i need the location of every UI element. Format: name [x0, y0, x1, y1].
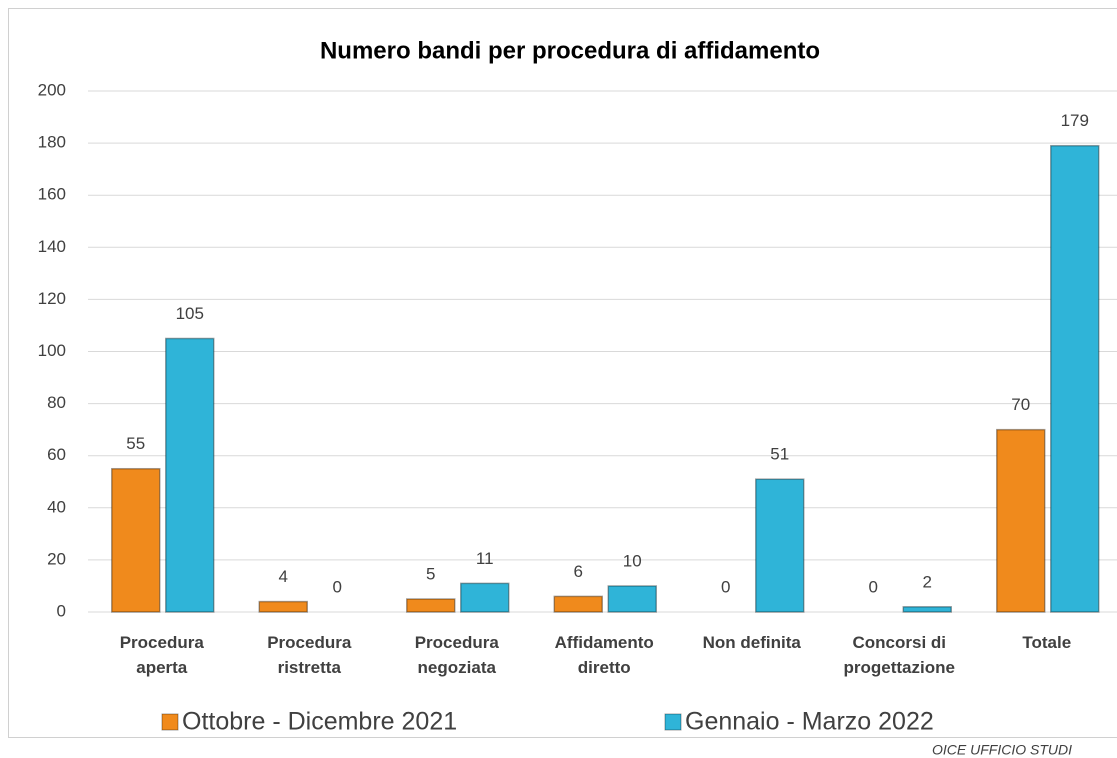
bar [553, 595, 603, 613]
x-tick-label: Affidamento diretto [554, 633, 654, 677]
data-label: 0 [721, 577, 730, 596]
y-tick-label: 40 [47, 497, 66, 516]
x-tick-label: Totale [1022, 633, 1072, 652]
chart-title: Numero bandi per procedura di affidament… [320, 37, 820, 64]
data-label: 105 [176, 304, 204, 323]
y-tick-label: 180 [38, 133, 66, 152]
y-tick-label: 140 [38, 237, 66, 256]
legend-swatch [664, 713, 682, 731]
data-label: 11 [476, 549, 494, 568]
legend-label: Gennaio - Marzo 2022 [685, 708, 934, 736]
data-label: 51 [770, 445, 789, 464]
y-tick-label: 120 [38, 289, 66, 308]
data-label: 0 [869, 577, 878, 596]
x-tick-label: Procedura ristretta [267, 633, 352, 677]
x-tick-label: Procedura aperta [119, 633, 204, 677]
data-label: 2 [923, 572, 932, 591]
bar [1050, 144, 1100, 613]
legend-swatch [161, 713, 179, 731]
bar [165, 337, 215, 613]
y-tick-label: 200 [38, 80, 66, 99]
bar [111, 467, 161, 613]
bar [607, 585, 657, 613]
data-label: 55 [126, 434, 145, 453]
source-note: OICE UFFICIO STUDI [932, 742, 1072, 758]
chart-frame [8, 8, 1117, 738]
y-tick-label: 100 [38, 341, 66, 360]
bar [902, 606, 952, 613]
legend-label: Ottobre - Dicembre 2021 [182, 708, 457, 736]
x-tick-label: Procedura negoziata [414, 633, 499, 677]
bar [460, 582, 510, 613]
x-tick-label: Non definita [702, 633, 801, 652]
y-tick-label: 0 [57, 601, 66, 620]
data-label: 179 [1061, 111, 1089, 130]
y-tick-label: 80 [47, 393, 66, 412]
data-label: 5 [426, 564, 435, 583]
y-tick-label: 20 [47, 549, 66, 568]
bar [755, 478, 805, 613]
data-label: 10 [623, 551, 642, 570]
data-label: 4 [279, 567, 288, 586]
bar [406, 598, 456, 613]
bar [258, 600, 308, 613]
bar [996, 428, 1046, 613]
y-tick-label: 60 [47, 445, 66, 464]
data-label: 0 [333, 577, 342, 596]
x-tick-label: Concorsi di progettazione [843, 633, 955, 677]
data-label: 70 [1011, 395, 1030, 414]
data-label: 6 [574, 562, 583, 581]
y-tick-label: 160 [38, 185, 66, 204]
